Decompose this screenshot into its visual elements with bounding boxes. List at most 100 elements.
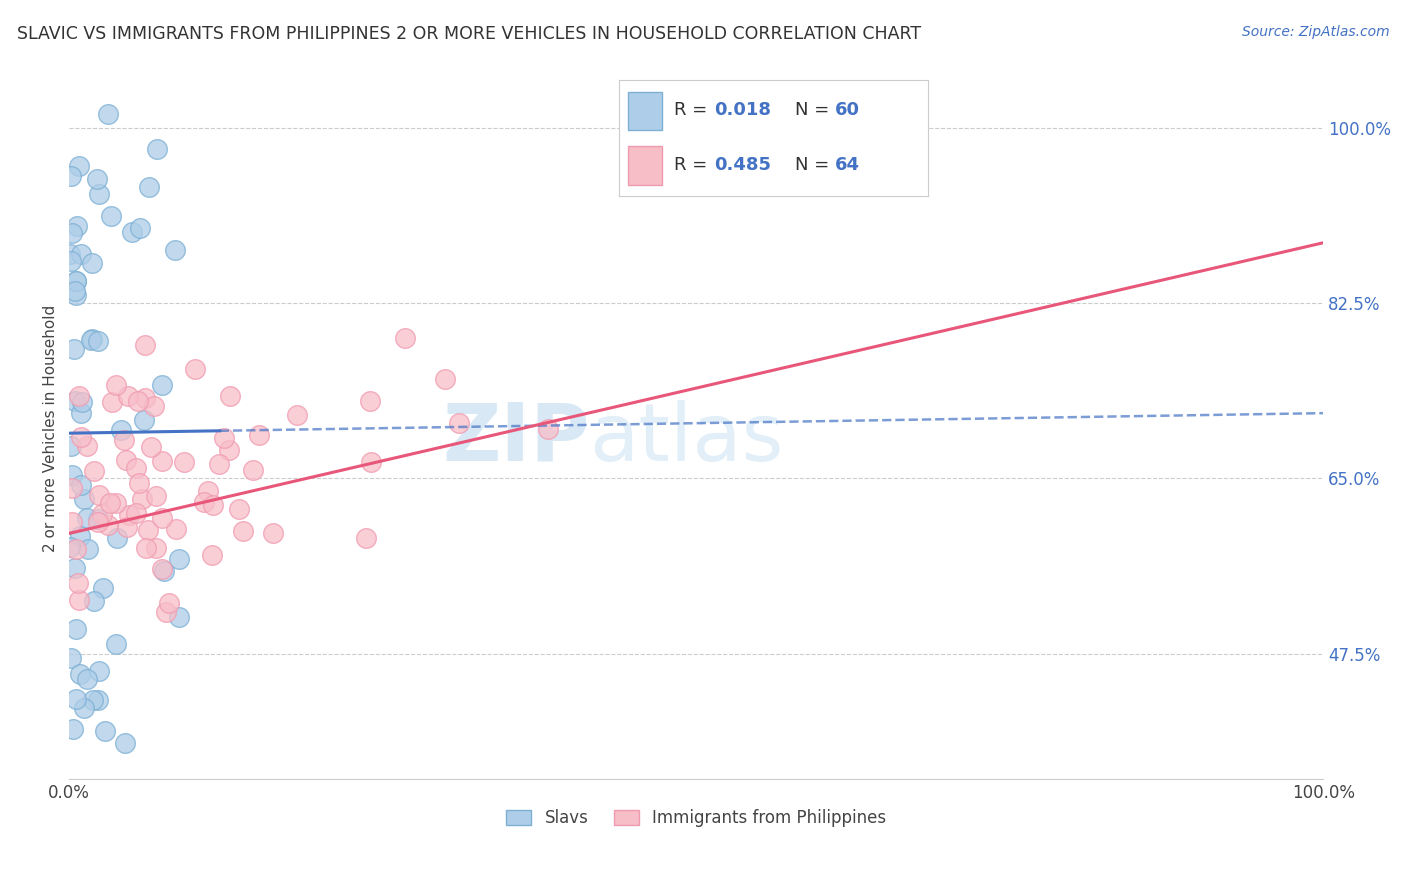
- Point: [59, 439, 82, 453]
- Point: [65, 274, 87, 288]
- Point: [247, 427, 270, 442]
- Point: [83, 594, 105, 608]
- Point: [218, 442, 240, 457]
- Text: R =: R =: [675, 156, 713, 174]
- Point: [135, 541, 157, 555]
- Point: [65, 288, 87, 302]
- Point: [125, 461, 148, 475]
- Point: [86, 171, 108, 186]
- Point: [537, 422, 560, 436]
- Point: [232, 524, 254, 538]
- Text: ZIP: ZIP: [443, 400, 589, 478]
- Point: [201, 549, 224, 563]
- Point: [262, 525, 284, 540]
- Point: [449, 416, 471, 430]
- Point: [114, 736, 136, 750]
- Text: 64: 64: [835, 156, 860, 174]
- Point: [100, 209, 122, 223]
- Point: [62, 467, 84, 482]
- Point: [127, 393, 149, 408]
- Point: [76, 511, 98, 525]
- Point: [104, 377, 127, 392]
- Point: [184, 362, 207, 376]
- Point: [59, 540, 82, 554]
- Point: [60, 515, 83, 529]
- Point: [105, 637, 128, 651]
- Point: [163, 243, 186, 257]
- Point: [87, 512, 110, 526]
- Text: N =: N =: [794, 102, 835, 120]
- Point: [112, 433, 135, 447]
- Point: [76, 672, 98, 686]
- Text: atlas: atlas: [589, 400, 785, 478]
- Point: [66, 219, 89, 233]
- Point: [138, 179, 160, 194]
- Point: [60, 481, 83, 495]
- Point: [60, 227, 83, 241]
- Point: [142, 399, 165, 413]
- Point: [394, 331, 416, 345]
- Legend: Slavs, Immigrants from Philippines: Slavs, Immigrants from Philippines: [499, 803, 893, 834]
- Point: [65, 274, 87, 288]
- Text: SLAVIC VS IMMIGRANTS FROM PHILIPPINES 2 OR MORE VEHICLES IN HOUSEHOLD CORRELATIO: SLAVIC VS IMMIGRANTS FROM PHILIPPINES 2 …: [17, 25, 921, 43]
- Point: [167, 551, 190, 566]
- Point: [76, 439, 98, 453]
- Point: [89, 488, 111, 502]
- Point: [72, 700, 94, 714]
- Point: [115, 519, 138, 533]
- Point: [165, 522, 187, 536]
- Text: 0.018: 0.018: [714, 102, 772, 120]
- Point: [63, 561, 86, 575]
- Point: [60, 253, 83, 268]
- Point: [207, 457, 229, 471]
- Text: Source: ZipAtlas.com: Source: ZipAtlas.com: [1241, 25, 1389, 39]
- Point: [152, 564, 174, 578]
- Point: [94, 724, 117, 739]
- Point: [97, 107, 120, 121]
- Point: [59, 169, 82, 184]
- Point: [128, 220, 150, 235]
- Point: [73, 491, 96, 506]
- Point: [145, 541, 167, 555]
- Point: [70, 478, 93, 492]
- Point: [219, 389, 242, 403]
- Point: [145, 489, 167, 503]
- Point: [63, 342, 86, 356]
- Bar: [628, 92, 662, 130]
- Point: [118, 508, 141, 522]
- Point: [150, 454, 173, 468]
- Point: [80, 332, 103, 346]
- Point: [105, 496, 128, 510]
- Point: [228, 501, 250, 516]
- Point: [136, 523, 159, 537]
- Point: [87, 693, 110, 707]
- Point: [69, 246, 91, 260]
- Text: N =: N =: [794, 156, 835, 174]
- Point: [70, 430, 93, 444]
- Point: [77, 541, 100, 556]
- Point: [65, 542, 87, 557]
- Point: [167, 610, 190, 624]
- Point: [87, 515, 110, 529]
- Point: [134, 392, 156, 406]
- Point: [128, 476, 150, 491]
- Point: [60, 651, 83, 665]
- Point: [117, 389, 139, 403]
- Point: [69, 529, 91, 543]
- Point: [139, 440, 162, 454]
- Point: [110, 423, 132, 437]
- Point: [212, 431, 235, 445]
- Point: [69, 667, 91, 681]
- Point: [83, 464, 105, 478]
- Point: [63, 393, 86, 408]
- Point: [65, 622, 87, 636]
- Point: [359, 393, 381, 408]
- Text: 60: 60: [835, 102, 860, 120]
- Bar: [628, 146, 662, 185]
- Point: [134, 412, 156, 426]
- Point: [59, 246, 82, 260]
- Point: [67, 160, 90, 174]
- Point: [97, 517, 120, 532]
- Point: [150, 511, 173, 525]
- Point: [197, 484, 219, 499]
